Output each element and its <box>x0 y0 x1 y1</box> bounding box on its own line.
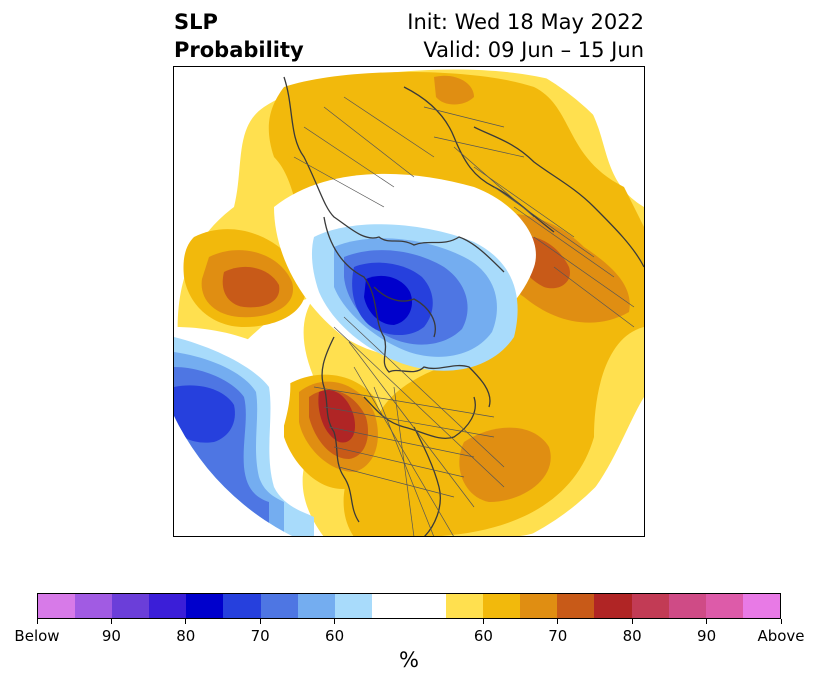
colorbar-segment <box>705 594 743 618</box>
colorbar-tick <box>482 619 484 624</box>
colorbar-unit: % <box>399 648 419 672</box>
colorbar-tick-label: 90 <box>697 627 717 645</box>
colorbar-segment <box>334 594 372 618</box>
colorbar-tick <box>706 619 708 624</box>
above-70-north <box>434 75 474 105</box>
chart-title-left: SLP Probability <box>174 8 304 64</box>
colorbar-tick-label: 80 <box>622 627 642 645</box>
init-date: Init: Wed 18 May 2022 <box>407 10 644 34</box>
colorbar-segment <box>557 594 595 618</box>
above-80-pacific <box>222 266 280 308</box>
colorbar-segment <box>446 594 484 618</box>
colorbar-tick-label: Above <box>757 627 805 645</box>
map-panel <box>173 66 645 537</box>
colorbar-segment <box>371 594 409 618</box>
colorbar-segment <box>483 594 521 618</box>
colorbar-segment <box>38 594 76 618</box>
colorbar-tick <box>259 619 261 624</box>
chart-title-right: Init: Wed 18 May 2022 Valid: 09 Jun – 15… <box>407 8 644 64</box>
colorbar-segment <box>223 594 261 618</box>
coastlines <box>283 76 644 536</box>
colorbar-segment <box>75 594 113 618</box>
colorbar-segment <box>297 594 335 618</box>
colorbar-tick-label: 60 <box>473 627 493 645</box>
colorbar-segment <box>668 594 706 618</box>
colorbar-tick-label: 80 <box>176 627 196 645</box>
colorbar-segment <box>742 594 780 618</box>
colorbar-tick <box>185 619 187 624</box>
colorbar-tick-label: 90 <box>101 627 121 645</box>
colorbar-segment <box>112 594 150 618</box>
title-variable: SLP <box>174 10 218 34</box>
colorbar-segment <box>631 594 669 618</box>
colorbar-segment <box>594 594 632 618</box>
colorbar-tick <box>110 619 112 624</box>
colorbar-tick-label: 70 <box>548 627 568 645</box>
colorbar-tick-label: 70 <box>250 627 270 645</box>
colorbar-segment <box>260 594 298 618</box>
valid-period: Valid: 09 Jun – 15 Jun <box>423 38 644 62</box>
below-90-pacific <box>174 385 235 443</box>
colorbar-segment <box>149 594 187 618</box>
colorbar-tick <box>631 619 633 624</box>
colorbar-tick-label: Below <box>14 627 60 645</box>
colorbar-tick <box>334 619 336 624</box>
title-metric: Probability <box>174 38 304 62</box>
colorbar-segment <box>186 594 224 618</box>
colorbar-tick <box>557 619 559 624</box>
colorbar-tick <box>36 619 38 624</box>
colorbar-segment <box>520 594 558 618</box>
colorbar-tick-label: 60 <box>325 627 345 645</box>
borders <box>293 96 635 536</box>
colorbar-tick <box>780 619 782 624</box>
above-90-nw-america <box>318 389 356 443</box>
colorbar <box>37 593 781 619</box>
probability-map <box>174 67 644 536</box>
colorbar-segment <box>408 594 447 618</box>
